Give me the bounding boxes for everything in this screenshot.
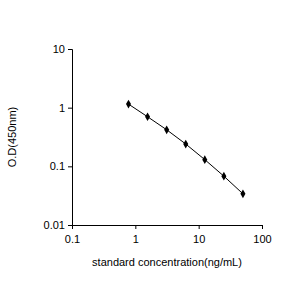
y-tick-mark	[68, 108, 72, 109]
x-tick-label: 0.1	[65, 233, 80, 245]
y-tick-mark	[68, 166, 72, 167]
x-tick: 1	[133, 225, 139, 245]
plot-area	[126, 100, 245, 198]
x-axis-line	[73, 226, 263, 230]
y-tick-mark	[68, 49, 72, 50]
x-tick-label: 10	[193, 233, 205, 245]
x-tick-label: 100	[253, 233, 271, 245]
x-tick-mark	[199, 225, 200, 229]
data-point	[221, 172, 226, 181]
chart: 0.11101000.010.1110standard concentratio…	[0, 0, 300, 300]
y-axis-line	[68, 50, 73, 226]
x-tick-label: 1	[133, 233, 139, 245]
y-tick: 0.1	[50, 160, 72, 172]
data-point	[202, 155, 207, 164]
y-tick-label: 1	[59, 102, 65, 114]
x-tick-mark	[135, 225, 136, 229]
y-tick-label: 0.01	[44, 219, 65, 231]
y-axis: 0.01 0.1 1 10	[44, 43, 73, 231]
y-tick-label: 0.1	[50, 160, 65, 172]
y-tick: 1	[59, 102, 72, 114]
data-point	[145, 112, 150, 121]
x-tick: 10	[193, 225, 205, 245]
data-point	[164, 125, 169, 134]
y-tick: 0.01	[44, 219, 72, 231]
curve	[128, 104, 242, 194]
x-axis: 0.1 1 10 100	[65, 225, 272, 245]
x-tick: 0.1	[65, 225, 80, 245]
y-axis-title: O.D(450nm)	[6, 107, 18, 168]
data-point	[126, 100, 131, 109]
y-tick-mark	[68, 225, 72, 226]
x-axis-title: standard concentration(ng/mL)	[92, 256, 242, 268]
y-tick: 10	[53, 43, 72, 55]
x-tick: 100	[253, 225, 271, 245]
data-point	[240, 189, 245, 198]
y-tick-label: 10	[53, 43, 65, 55]
data-point	[183, 140, 188, 149]
x-tick-mark	[262, 225, 263, 229]
